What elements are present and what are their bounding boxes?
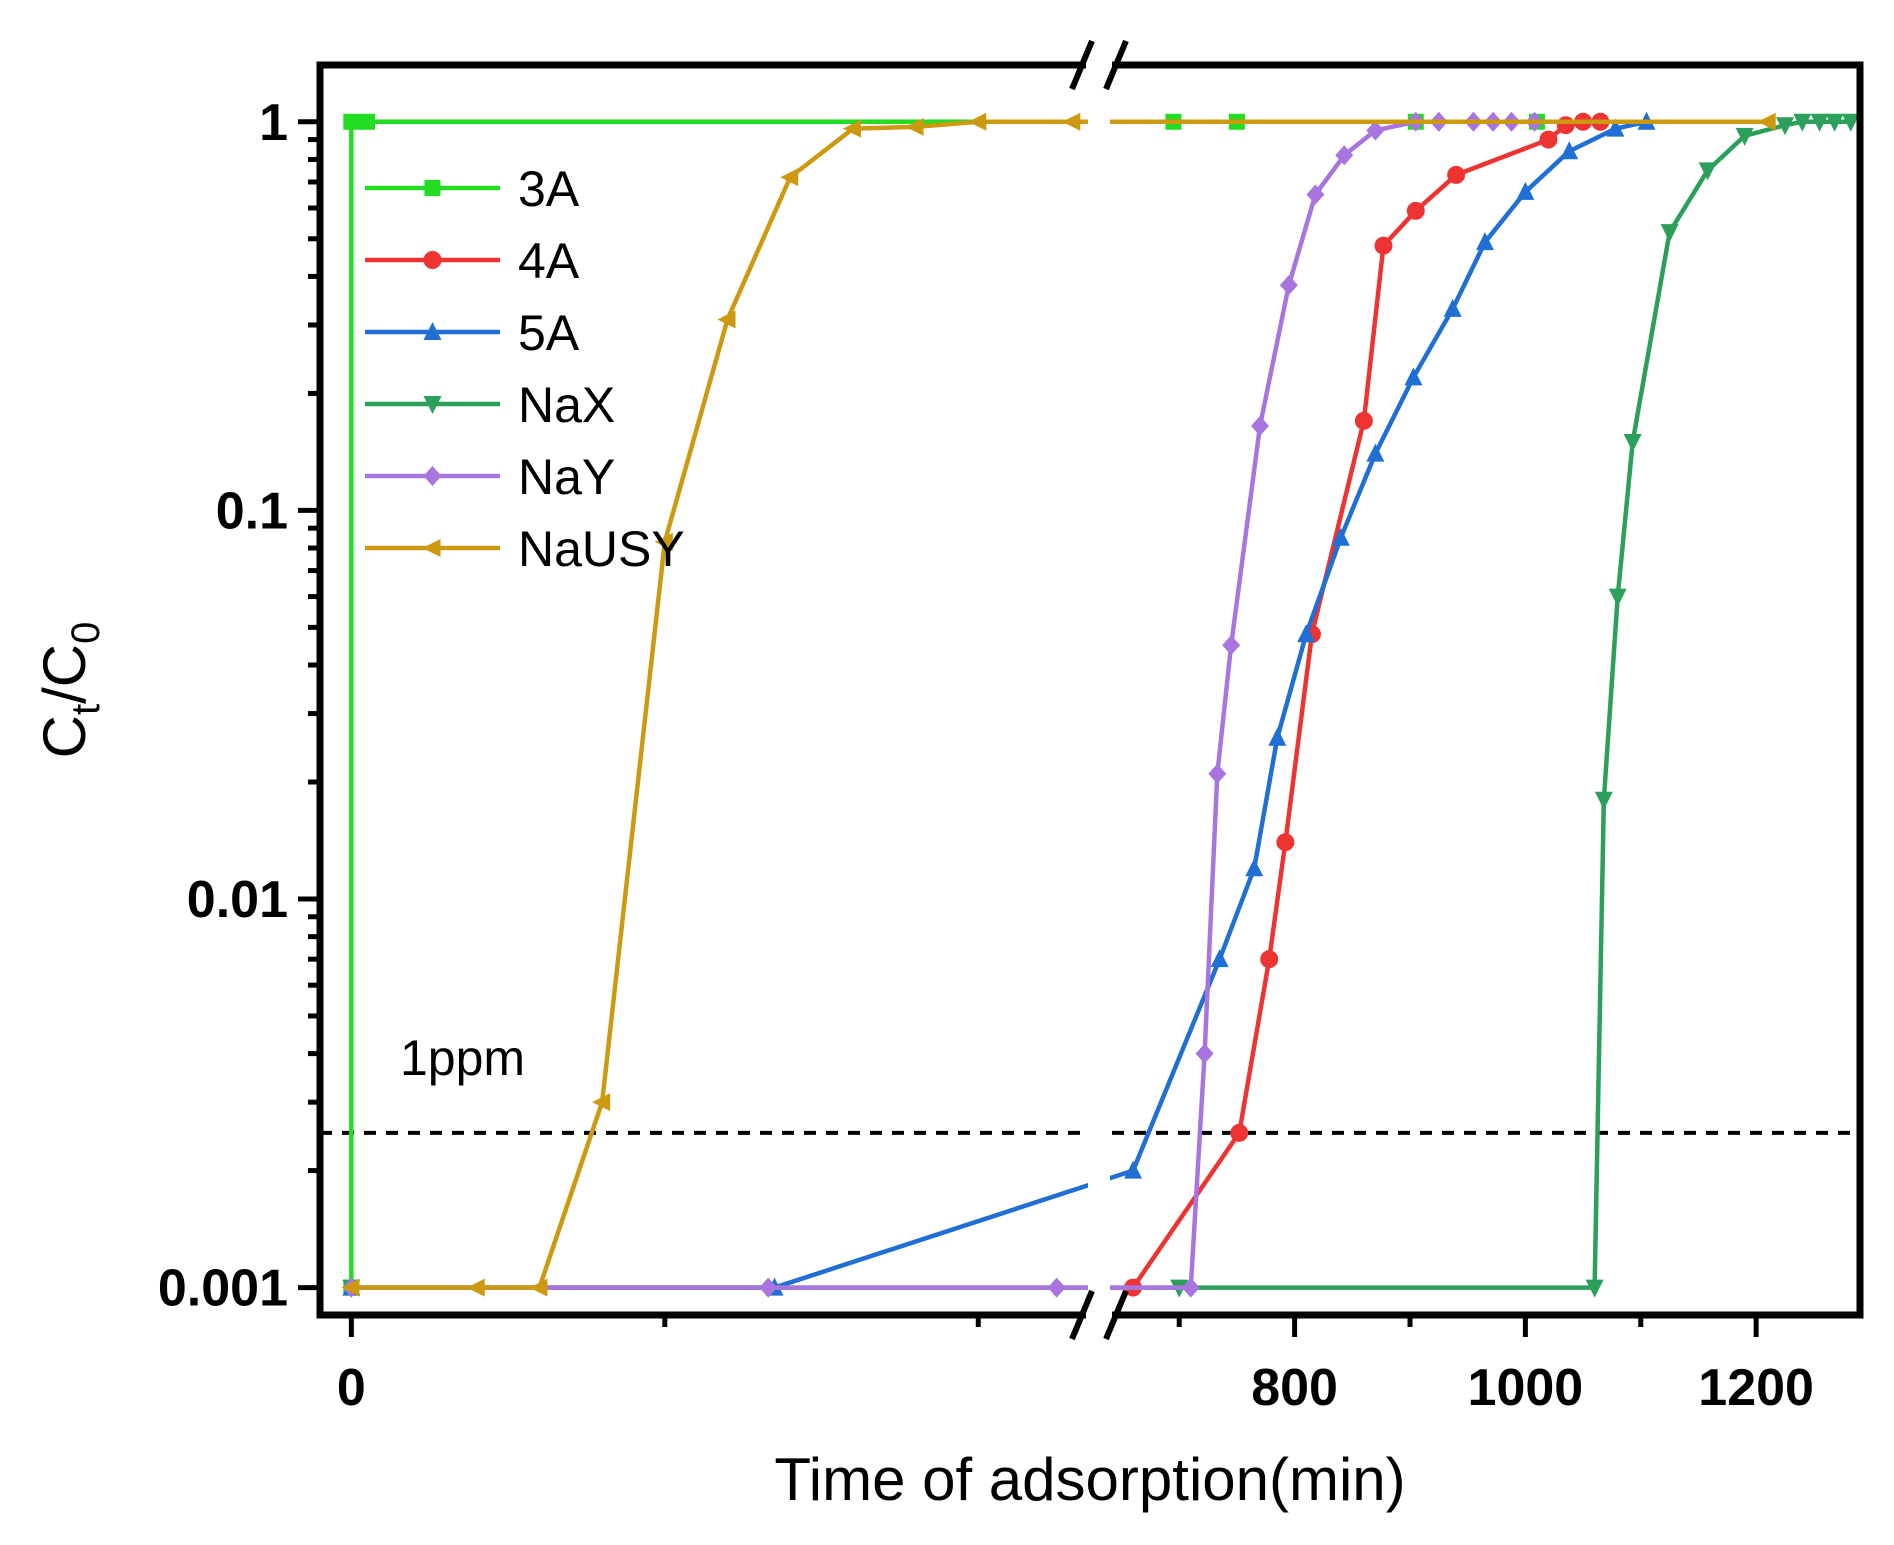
data-point-NaX-3 (1594, 791, 1613, 810)
data-point-5A-6 (1297, 624, 1316, 643)
legend-marker-NaUSY (422, 539, 441, 557)
axis-break-mask (1086, 1309, 1112, 1321)
data-point-4A-8 (1447, 165, 1466, 184)
data-point-NaY-4 (1195, 1043, 1214, 1064)
data-point-NaY-2 (1047, 1277, 1066, 1298)
x-axis-title: Time of adsorption(min) (774, 1446, 1405, 1513)
series-line-3A (349, 119, 1537, 1288)
series-line-5A (351, 119, 1648, 1290)
data-point-5A-8 (1366, 443, 1385, 462)
data-point-NaUSY-9 (968, 112, 987, 131)
legend-label-NaY: NaY (518, 449, 615, 505)
x-tick-label: 800 (1251, 1359, 1338, 1417)
data-point-4A-2 (1260, 950, 1279, 969)
series-line-NaUSY (351, 119, 1768, 1290)
data-point-NaY-3 (1181, 1277, 1200, 1298)
data-point-NaY-7 (1251, 415, 1269, 436)
data-point-5A-13 (1560, 141, 1579, 160)
data-point-NaX-7 (1698, 162, 1717, 181)
data-point-NaX-5 (1623, 433, 1642, 452)
data-point-4A-9 (1539, 130, 1558, 149)
data-point-5A-14 (1606, 118, 1625, 137)
data-point-NaUSY-8 (905, 117, 924, 136)
data-point-4A-5 (1354, 411, 1373, 430)
legend-marker-NaY (423, 466, 442, 486)
data-point-NaUSY-1 (466, 1278, 485, 1297)
data-point-5A-10 (1443, 298, 1462, 317)
data-point-NaUSY-7 (842, 119, 861, 138)
data-point-5A-5 (1268, 727, 1287, 746)
legend-marker-5A (423, 322, 442, 340)
data-point-3A-2 (359, 113, 376, 130)
data-point-5A-9 (1404, 367, 1423, 386)
data-point-NaUSY-11 (1757, 112, 1776, 131)
axis-layer: 1 0.1 0.01 0.001 0 800 1000 1200 (158, 39, 1814, 1417)
data-point-3A-1 (343, 113, 360, 130)
axis-break-mark (1103, 1289, 1129, 1341)
data-point-4A-6 (1374, 236, 1393, 255)
legend-label-3A: 3A (518, 161, 580, 217)
plot-content (320, 69, 1860, 1311)
threshold-label: 1ppm (400, 1030, 525, 1086)
data-point-NaX-6 (1660, 224, 1679, 243)
data-point-5A-11 (1476, 232, 1494, 251)
data-point-4A-1 (1230, 1123, 1249, 1142)
legend-label-4A: 4A (518, 233, 580, 289)
data-point-NaUSY-4 (654, 532, 673, 551)
legend-marker-3A (424, 180, 441, 196)
data-point-5A-3 (1210, 949, 1229, 968)
data-point-NaUSY-3 (592, 1093, 611, 1112)
data-point-NaY-9 (1306, 184, 1325, 205)
data-point-NaX-11 (1810, 113, 1829, 132)
data-point-NaX-12 (1825, 113, 1844, 132)
data-point-NaY-6 (1222, 635, 1241, 656)
axis-break-gap (1088, 69, 1110, 1311)
data-point-NaUSY-6 (780, 168, 799, 187)
series-line-NaY (351, 119, 1535, 1290)
data-point-NaY-10 (1335, 145, 1354, 166)
data-point-NaUSY-10 (1062, 112, 1081, 131)
data-point-NaY-5 (1208, 763, 1227, 784)
data-point-NaX-4 (1608, 588, 1627, 607)
data-point-5A-2 (1124, 1160, 1143, 1179)
data-point-NaUSY-0 (341, 1278, 360, 1297)
y-axis-title: Ct/C0 (31, 622, 108, 759)
y-tick-label: 1 (259, 94, 288, 152)
x-tick-label: 0 (337, 1359, 366, 1417)
data-point-4A-10 (1556, 116, 1575, 135)
data-point-4A-3 (1276, 833, 1295, 852)
axis-break-mask (1086, 59, 1112, 71)
data-point-5A-7 (1331, 527, 1350, 546)
data-point-5A-4 (1245, 858, 1264, 877)
data-point-NaX-13 (1841, 113, 1860, 132)
data-point-5A-12 (1516, 181, 1535, 200)
data-point-4A-7 (1406, 201, 1425, 220)
y-tick-label: 0.01 (187, 871, 288, 929)
x-tick-label: 1200 (1698, 1359, 1814, 1417)
data-point-NaX-2 (1585, 1279, 1604, 1298)
legend-label-NaX: NaX (518, 377, 615, 433)
data-point-NaX-9 (1776, 117, 1794, 136)
y-tick-label: 0.1 (216, 482, 288, 540)
data-point-NaY-11 (1366, 120, 1385, 141)
legend-marker-NaX (423, 396, 442, 414)
legend-label-NaUSY: NaUSY (518, 521, 685, 577)
y-tick-label: 0.001 (158, 1260, 288, 1318)
data-point-NaY-1 (759, 1277, 778, 1298)
data-point-NaX-10 (1793, 113, 1812, 132)
axis-break-mark (1103, 39, 1129, 91)
legend-marker-4A (423, 251, 442, 269)
data-point-NaUSY-5 (717, 310, 736, 329)
legend-label-5A: 5A (518, 305, 580, 361)
x-tick-label: 1000 (1468, 1359, 1584, 1417)
axis-break-mark (1069, 1289, 1095, 1341)
data-point-NaY-8 (1279, 275, 1298, 296)
legend: 3A 4A 5A NaX NaY NaUSY (365, 161, 685, 577)
axis-break-mark (1069, 39, 1095, 91)
data-point-NaUSY-2 (529, 1278, 548, 1297)
data-point-NaX-8 (1735, 127, 1754, 146)
